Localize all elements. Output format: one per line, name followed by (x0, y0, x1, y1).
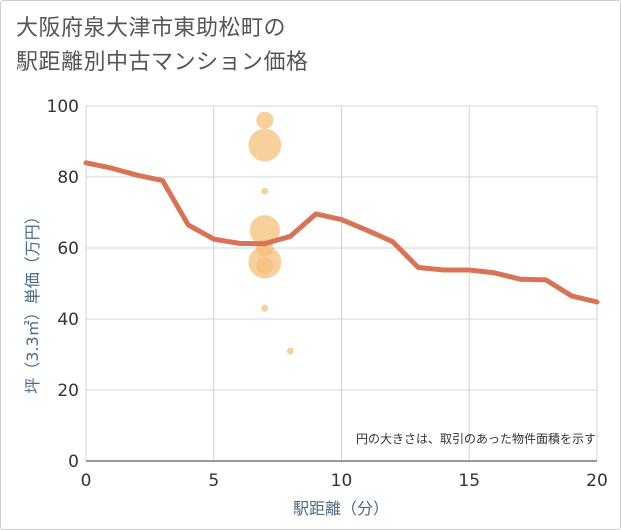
y-tick-label: 80 (57, 168, 79, 188)
chart-title: 大阪府泉大津市東助松町の 駅距離別中古マンション価格 (16, 12, 309, 80)
scatter-point (256, 111, 274, 129)
scatter-point (287, 347, 294, 355)
y-axis-label: 坪（3.3㎡）単価（万円） (23, 208, 42, 393)
average-price-line (83, 160, 600, 305)
y-tick-label: 60 (57, 239, 79, 259)
scatter-point (248, 128, 282, 162)
y-tick-label: 40 (57, 310, 79, 330)
size-legend-note: 円の大きさは、取引のあった物件面積を示す (356, 431, 596, 446)
chart-title-line1: 大阪府泉大津市東助松町の (16, 16, 287, 41)
scatter-point (249, 215, 280, 246)
average-line (83, 160, 600, 305)
x-tick-label: 20 (586, 471, 608, 491)
y-tick-label: 0 (68, 452, 79, 472)
x-tick-label: 10 (331, 471, 353, 491)
x-axis-label: 駅距離（分） (293, 499, 389, 518)
y-tick-label: 20 (57, 381, 79, 401)
x-tick-label: 5 (208, 471, 219, 491)
x-tick-label: 0 (81, 471, 92, 491)
scatter-point (256, 257, 274, 275)
y-tick-label: 100 (47, 97, 79, 117)
scatter-points (248, 111, 294, 355)
scatter-point (261, 187, 269, 195)
x-tick-label: 15 (458, 471, 480, 491)
grid (85, 105, 598, 462)
axes: 0 5 10 15 20 0 20 40 60 80 100 (47, 97, 608, 491)
scatter-point (261, 304, 269, 312)
chart-title-line2: 駅距離別中古マンション価格 (16, 50, 309, 75)
